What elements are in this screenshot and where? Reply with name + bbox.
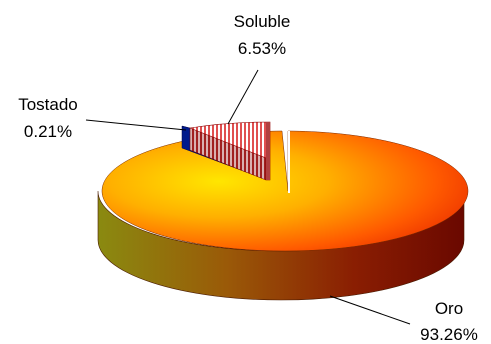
leader-line-soluble — [227, 69, 259, 125]
label-soluble-percent: 6.53% — [238, 39, 286, 58]
label-oro-name: Oro — [435, 299, 463, 318]
label-tostado-percent: 0.21% — [24, 122, 72, 141]
leader-line-oro — [329, 295, 411, 325]
slice-oro-side — [97, 190, 465, 301]
slice-soluble-right-wall — [266, 122, 270, 180]
label-oro-percent: 93.26% — [420, 325, 478, 344]
label-tostado-name: Tostado — [18, 95, 78, 114]
label-soluble-name: Soluble — [234, 12, 291, 31]
slice-oro-cut-wall — [288, 131, 290, 193]
slice-oro-top — [101, 130, 469, 252]
leader-line-tostado — [85, 119, 187, 131]
